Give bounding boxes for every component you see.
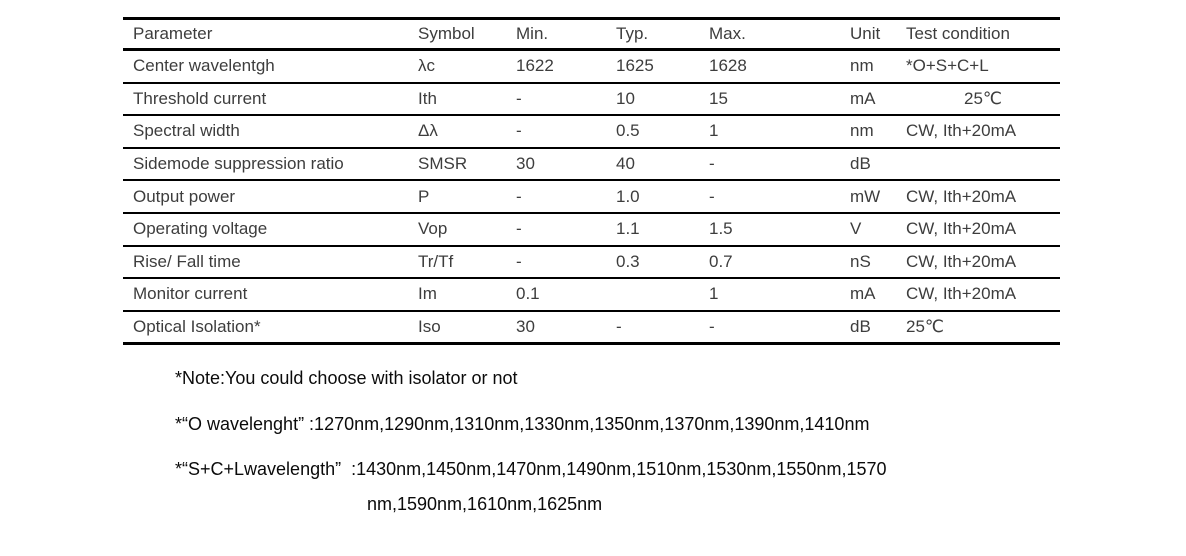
table-cell: nm	[850, 49, 906, 84]
table-cell: 15	[709, 82, 850, 117]
spec-table-body: Center wavelentgh λc 1622 1625 1628 nm *O+S+C+…	[123, 49, 1060, 345]
table-cell: 1	[709, 115, 850, 149]
table-cell: 1628	[709, 49, 850, 84]
header-cell: Typ.	[616, 18, 709, 51]
table-cell: 1.0	[616, 180, 709, 214]
table-cell: Monitor current	[123, 278, 418, 312]
table-cell: P	[418, 180, 516, 214]
table-cell: Center wavelentgh	[123, 49, 418, 84]
spec-table: Parameter Symbol Min. Typ. Max. Unit Test cond…	[123, 17, 1060, 346]
table-cell: 25℃	[906, 310, 1060, 345]
table-cell: 1	[709, 278, 850, 312]
spec-table-header-row: Parameter Symbol Min. Typ. Max. Unit Test cond…	[123, 18, 1060, 51]
table-cell: CW, Ith+20mA	[906, 180, 1060, 214]
table-cell: -	[516, 82, 616, 117]
table-cell: Operating voltage	[123, 212, 418, 247]
table-cell: -	[616, 310, 709, 345]
table-cell: 0.1	[516, 278, 616, 312]
header-cell: Test condition	[906, 18, 1060, 51]
header-cell: Max.	[709, 18, 850, 51]
table-cell: 1625	[616, 49, 709, 84]
table-row: Monitor current Im 0.1 1 mA CW, Ith+20mA	[123, 278, 1060, 312]
table-row: Operating voltage Vop -1.1 1.5 V CW, Ith+20mA	[123, 212, 1060, 247]
table-cell: mA	[850, 82, 906, 117]
table-cell: Ith	[418, 82, 516, 117]
table-cell: nS	[850, 245, 906, 280]
header-cell: Parameter	[123, 18, 418, 51]
table-cell	[616, 278, 709, 312]
table-row: Spectral width Δλ -0.5 1 nm CW, Ith+20mA	[123, 115, 1060, 149]
table-row: Threshold current Ith -10 15 mA 25℃	[123, 82, 1060, 117]
table-cell: dB	[850, 310, 906, 345]
table-cell: λc	[418, 49, 516, 84]
table-cell: 0.3	[616, 245, 709, 280]
table-cell: -	[516, 212, 616, 247]
table-cell: CW, Ith+20mA	[906, 245, 1060, 280]
table-cell: 1.1	[616, 212, 709, 247]
table-cell: mW	[850, 180, 906, 214]
note-scl-wavelength-list-line1: *“S+C+Lwavelength” :1430nm,1450nm,1470nm…	[175, 459, 887, 479]
table-cell: *O+S+C+L	[906, 49, 1060, 84]
table-cell: CW, Ith+20mA	[906, 278, 1060, 312]
table-row: Output power P -1.0- mW CW, Ith+20mA	[123, 180, 1060, 214]
table-cell: Output power	[123, 180, 418, 214]
table-cell: Spectral width	[123, 115, 418, 149]
table-cell: 0.5	[616, 115, 709, 149]
note-isolator-option: *Note:You could choose with isolator or …	[175, 368, 518, 388]
table-cell: Sidemode suppression ratio	[123, 147, 418, 182]
header-cell: Min.	[516, 18, 616, 51]
table-cell: 40	[616, 147, 709, 182]
table-cell: Iso	[418, 310, 516, 345]
header-cell: Symbol	[418, 18, 516, 51]
note-scl-wavelength-list-line2: nm,1590nm,1610nm,1625nm	[367, 494, 603, 514]
table-cell: nm	[850, 115, 906, 149]
note-o-wavelength-list: *“O wavelenght” :1270nm,1290nm,1310nm,13…	[175, 414, 870, 434]
table-cell: 1.5	[709, 212, 850, 247]
table-cell: 10	[616, 82, 709, 117]
table-cell: Tr/Tf	[418, 245, 516, 280]
table-cell: Vop	[418, 212, 516, 247]
table-cell: 25℃	[906, 82, 1060, 117]
table-cell: -	[516, 115, 616, 149]
table-cell: dB	[850, 147, 906, 182]
header-cell: Unit	[850, 18, 906, 51]
table-cell	[906, 147, 1060, 182]
table-row: Optical Isolation* Iso 30- - dB 25℃	[123, 310, 1060, 345]
table-cell: V	[850, 212, 906, 247]
table-cell: 0.7	[709, 245, 850, 280]
table-cell: -	[709, 310, 850, 345]
table-cell: CW, Ith+20mA	[906, 212, 1060, 247]
table-row: Center wavelentgh λc 1622 1625 1628 nm *O+S+C+…	[123, 49, 1060, 84]
table-cell: Optical Isolation*	[123, 310, 418, 345]
table-cell: CW, Ith+20mA	[906, 115, 1060, 149]
table-cell: 30	[516, 147, 616, 182]
table-row: Sidemode suppression ratio SMSR 30 40- dB	[123, 147, 1060, 182]
table-cell: Threshold current	[123, 82, 418, 117]
table-cell: Rise/ Fall time	[123, 245, 418, 280]
table-cell: -	[516, 180, 616, 214]
table-cell: -	[709, 147, 850, 182]
table-cell: 30	[516, 310, 616, 345]
table-cell: SMSR	[418, 147, 516, 182]
table-cell: Δλ	[418, 115, 516, 149]
table-cell: mA	[850, 278, 906, 312]
table-cell: -	[709, 180, 850, 214]
table-row: Rise/ Fall time Tr/Tf -0.3 0.7 nS CW, Ith+20m…	[123, 245, 1060, 280]
table-cell: 1622	[516, 49, 616, 84]
table-cell: -	[516, 245, 616, 280]
table-cell: Im	[418, 278, 516, 312]
